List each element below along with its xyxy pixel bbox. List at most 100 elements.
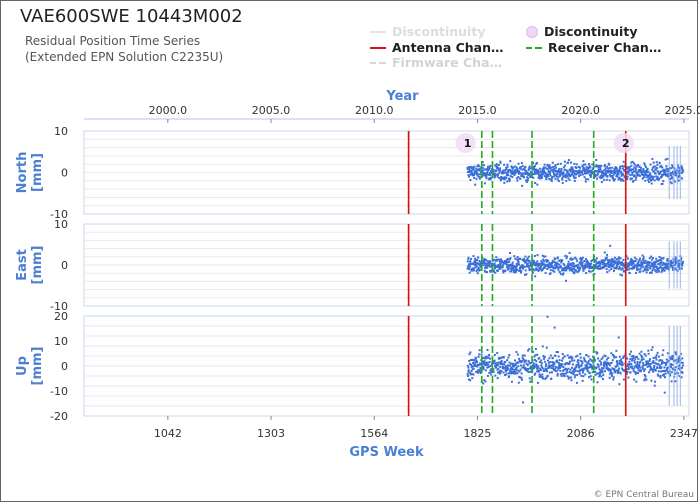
data-point [493,262,496,265]
data-point [630,258,633,261]
data-point [658,162,661,165]
data-point [602,265,605,268]
data-point [568,362,571,365]
data-point [667,366,670,369]
data-point [476,268,479,271]
data-point [498,260,501,263]
data-point [632,261,635,264]
data-point [644,170,647,173]
data-point [536,353,539,356]
data-point [662,374,665,377]
legend-item-antenna-change[interactable]: Antenna Chan… [370,40,504,55]
data-point [468,268,471,271]
data-point [674,380,677,383]
data-point [567,376,570,379]
data-point [529,380,532,383]
data-point [581,360,584,363]
data-point [636,363,639,366]
data-point [650,271,653,274]
data-point [579,174,582,177]
data-point [561,268,564,271]
data-point [665,369,668,372]
data-point [493,353,496,356]
data-point [658,263,661,266]
data-point [599,166,602,169]
data-point [580,258,583,261]
data-point [574,369,577,372]
data-point [584,180,587,183]
data-point [542,377,545,380]
legend-item-firmware-change[interactable]: Firmware Cha… [370,55,502,70]
data-point [467,366,470,369]
week-tick-label: 1825 [463,427,491,440]
data-point [605,264,608,267]
data-point [554,164,557,167]
data-point [651,346,654,349]
data-point [488,360,491,363]
data-point [575,269,578,272]
data-point [547,165,550,168]
data-point [524,269,527,272]
legend-item-discontinuity-circle[interactable]: Discontinuity [526,24,637,39]
data-point [485,175,488,178]
data-point [526,369,529,372]
week-tick-label: 2347 [670,427,698,440]
data-point [506,367,509,370]
data-point [544,172,547,175]
data-point [475,263,478,266]
data-point [473,358,476,361]
data-point [519,271,522,274]
data-point [678,259,681,262]
data-point [627,172,630,175]
data-point [497,169,500,172]
data-point [517,381,520,384]
data-point [674,366,677,369]
data-point [562,262,565,265]
data-point [681,170,684,173]
data-point [525,260,528,263]
data-point [551,166,554,169]
data-point [486,173,489,176]
data-point [656,267,659,270]
data-point [511,261,514,264]
data-point [670,182,673,185]
data-point [468,360,471,363]
data-point [641,367,644,370]
data-point [504,373,507,376]
legend-item-discontinuity-line[interactable]: Discontinuity [370,24,485,39]
data-point [469,351,472,354]
data-point [556,351,559,354]
data-point [533,173,536,176]
y-tick-label: 20 [54,310,68,323]
data-point [595,263,598,266]
data-point [563,174,566,177]
data-point [616,372,619,375]
data-point [651,176,654,179]
data-point [637,357,640,360]
y-tick-label: 0 [61,167,68,180]
data-point [594,267,597,270]
data-point [570,161,573,164]
data-point [480,363,483,366]
data-point [500,259,503,262]
data-point [656,176,659,179]
data-point [514,371,517,374]
data-point [565,255,568,258]
data-point [637,261,640,264]
data-point [634,357,637,360]
data-point [588,163,591,166]
data-point [630,264,633,267]
data-point [532,162,535,165]
data-point [536,370,539,373]
data-point [471,268,474,271]
data-point [626,175,629,178]
data-point [544,369,547,372]
data-point [596,170,599,173]
data-point [561,273,564,276]
legend-item-receiver-change[interactable]: Receiver Chan… [526,40,661,55]
data-point [523,361,526,364]
data-point [630,355,633,358]
data-point [556,171,559,174]
data-point [598,368,601,371]
data-point [573,177,576,180]
